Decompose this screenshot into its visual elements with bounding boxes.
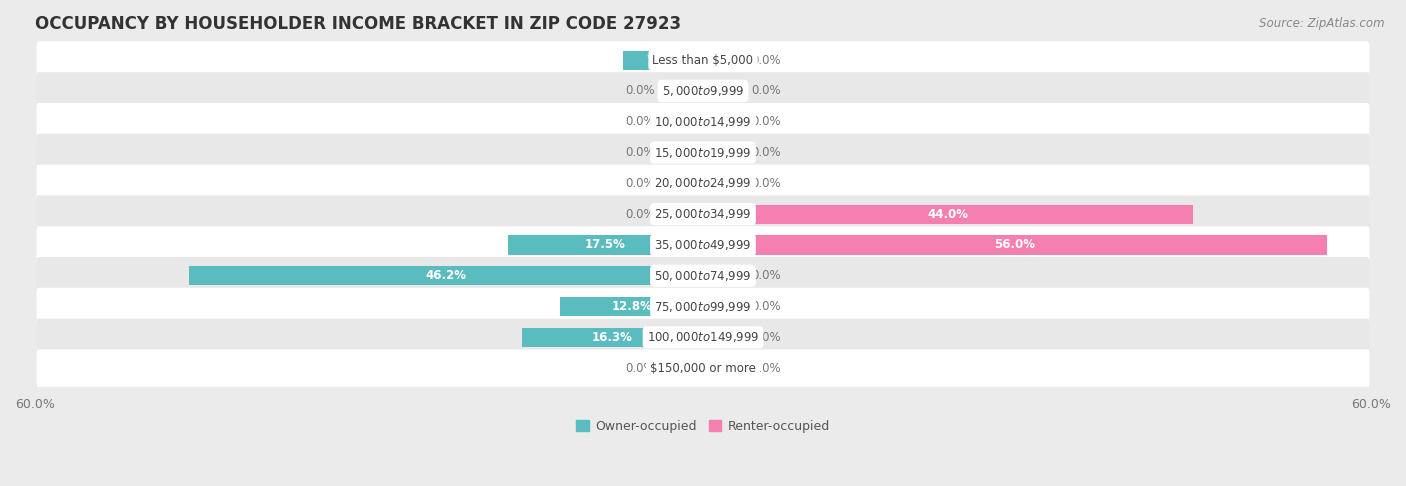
Text: $5,000 to $9,999: $5,000 to $9,999 <box>662 84 744 98</box>
Bar <box>664 205 703 224</box>
Text: Less than $5,000: Less than $5,000 <box>652 53 754 67</box>
Text: 44.0%: 44.0% <box>928 208 969 221</box>
Text: 46.2%: 46.2% <box>425 269 467 282</box>
FancyBboxPatch shape <box>37 349 1369 387</box>
FancyBboxPatch shape <box>37 41 1369 79</box>
Text: 0.0%: 0.0% <box>751 53 780 67</box>
Text: 0.0%: 0.0% <box>626 115 655 128</box>
Text: 16.3%: 16.3% <box>592 331 633 344</box>
Text: $75,000 to $99,999: $75,000 to $99,999 <box>654 299 752 313</box>
Bar <box>664 81 703 101</box>
Text: OCCUPANCY BY HOUSEHOLDER INCOME BRACKET IN ZIP CODE 27923: OCCUPANCY BY HOUSEHOLDER INCOME BRACKET … <box>35 15 681 33</box>
Bar <box>703 81 742 101</box>
FancyBboxPatch shape <box>37 226 1369 264</box>
Text: $25,000 to $34,999: $25,000 to $34,999 <box>654 207 752 221</box>
Text: 0.0%: 0.0% <box>751 300 780 313</box>
Text: 0.0%: 0.0% <box>751 85 780 97</box>
Text: 0.0%: 0.0% <box>751 362 780 375</box>
Text: 0.0%: 0.0% <box>751 331 780 344</box>
Text: 0.0%: 0.0% <box>751 146 780 159</box>
Bar <box>664 359 703 378</box>
Bar <box>703 51 742 69</box>
Bar <box>664 143 703 162</box>
Text: 56.0%: 56.0% <box>994 239 1035 251</box>
FancyBboxPatch shape <box>37 288 1369 325</box>
Bar <box>623 51 703 69</box>
FancyBboxPatch shape <box>37 319 1369 356</box>
Bar <box>664 174 703 193</box>
FancyBboxPatch shape <box>37 165 1369 202</box>
Text: Source: ZipAtlas.com: Source: ZipAtlas.com <box>1260 17 1385 30</box>
Legend: Owner-occupied, Renter-occupied: Owner-occupied, Renter-occupied <box>571 415 835 438</box>
Bar <box>703 174 742 193</box>
Bar <box>703 359 742 378</box>
Bar <box>703 328 742 347</box>
Bar <box>703 143 742 162</box>
FancyBboxPatch shape <box>37 134 1369 172</box>
Text: 0.0%: 0.0% <box>751 177 780 190</box>
Bar <box>703 235 1326 255</box>
Text: $150,000 or more: $150,000 or more <box>650 362 756 375</box>
Bar <box>703 297 742 316</box>
Text: 17.5%: 17.5% <box>585 239 626 251</box>
Bar <box>703 112 742 131</box>
Text: 0.0%: 0.0% <box>626 362 655 375</box>
Text: 0.0%: 0.0% <box>626 146 655 159</box>
FancyBboxPatch shape <box>37 195 1369 233</box>
FancyBboxPatch shape <box>37 103 1369 140</box>
Bar <box>561 297 703 316</box>
Bar <box>703 266 742 285</box>
FancyBboxPatch shape <box>37 257 1369 295</box>
Text: $10,000 to $14,999: $10,000 to $14,999 <box>654 115 752 129</box>
Text: 0.0%: 0.0% <box>751 269 780 282</box>
Text: $20,000 to $24,999: $20,000 to $24,999 <box>654 176 752 191</box>
Text: 0.0%: 0.0% <box>626 177 655 190</box>
Text: $35,000 to $49,999: $35,000 to $49,999 <box>654 238 752 252</box>
FancyBboxPatch shape <box>37 72 1369 110</box>
Text: 0.0%: 0.0% <box>626 208 655 221</box>
Text: 0.0%: 0.0% <box>751 115 780 128</box>
Bar <box>703 205 1192 224</box>
Text: 0.0%: 0.0% <box>626 85 655 97</box>
Bar <box>508 235 703 255</box>
Bar <box>664 112 703 131</box>
Text: $100,000 to $149,999: $100,000 to $149,999 <box>647 330 759 345</box>
Text: $50,000 to $74,999: $50,000 to $74,999 <box>654 269 752 283</box>
Text: $15,000 to $19,999: $15,000 to $19,999 <box>654 145 752 159</box>
Bar <box>522 328 703 347</box>
Text: 7.2%: 7.2% <box>647 53 679 67</box>
Bar <box>188 266 703 285</box>
Text: 12.8%: 12.8% <box>612 300 652 313</box>
